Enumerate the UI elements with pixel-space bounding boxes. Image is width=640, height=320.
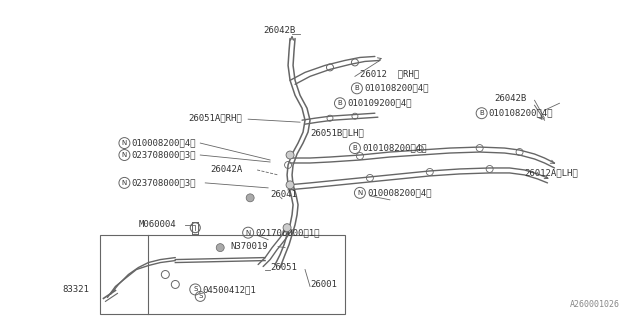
Text: 26012A〈LH〉: 26012A〈LH〉 (525, 168, 579, 178)
Text: 04500412〈1: 04500412〈1 (202, 285, 256, 294)
Text: 26001: 26001 (310, 280, 337, 289)
Text: 010108200〈4〉: 010108200〈4〉 (488, 109, 553, 118)
Text: N: N (357, 190, 362, 196)
Text: 26042A: 26042A (210, 165, 243, 174)
Text: 023708000〈3〉: 023708000〈3〉 (131, 150, 196, 160)
Text: 83321: 83321 (63, 285, 90, 294)
Circle shape (246, 194, 254, 202)
Text: 26012  〈RH〉: 26012 〈RH〉 (360, 69, 419, 78)
Text: 010108200〈4〉: 010108200〈4〉 (364, 84, 428, 93)
Text: 26051B〈LH〉: 26051B〈LH〉 (310, 129, 364, 138)
Bar (100, 235, 345, 314)
Text: N: N (122, 152, 127, 158)
Text: 021706000〈1〉: 021706000〈1〉 (255, 228, 319, 237)
Text: 26042B: 26042B (263, 26, 296, 35)
Text: A260001026: A260001026 (570, 300, 620, 309)
Text: B: B (479, 110, 484, 116)
Text: 26051A〈RH〉: 26051A〈RH〉 (188, 114, 242, 123)
Text: 010008200〈4〉: 010008200〈4〉 (131, 139, 196, 148)
Text: 010108200〈4〉: 010108200〈4〉 (362, 144, 426, 153)
Text: M060004: M060004 (138, 220, 176, 229)
Text: 010008200〈4〉: 010008200〈4〉 (367, 188, 431, 197)
Circle shape (286, 181, 294, 189)
Text: 26051: 26051 (270, 263, 297, 272)
Text: N: N (246, 230, 251, 236)
Circle shape (286, 151, 294, 159)
Text: N370019: N370019 (230, 242, 268, 251)
Text: B: B (337, 100, 342, 106)
Text: 023708000〈3〉: 023708000〈3〉 (131, 179, 196, 188)
Text: N: N (122, 180, 127, 186)
Text: B: B (355, 85, 359, 91)
Circle shape (283, 224, 291, 232)
Text: 26041: 26041 (270, 190, 297, 199)
Text: B: B (353, 145, 357, 151)
Text: 26042B: 26042B (495, 94, 527, 103)
Text: S: S (193, 286, 198, 292)
Text: S: S (198, 293, 202, 300)
Circle shape (216, 244, 224, 252)
Text: N: N (122, 140, 127, 146)
Text: 010109200〈4〉: 010109200〈4〉 (347, 99, 412, 108)
